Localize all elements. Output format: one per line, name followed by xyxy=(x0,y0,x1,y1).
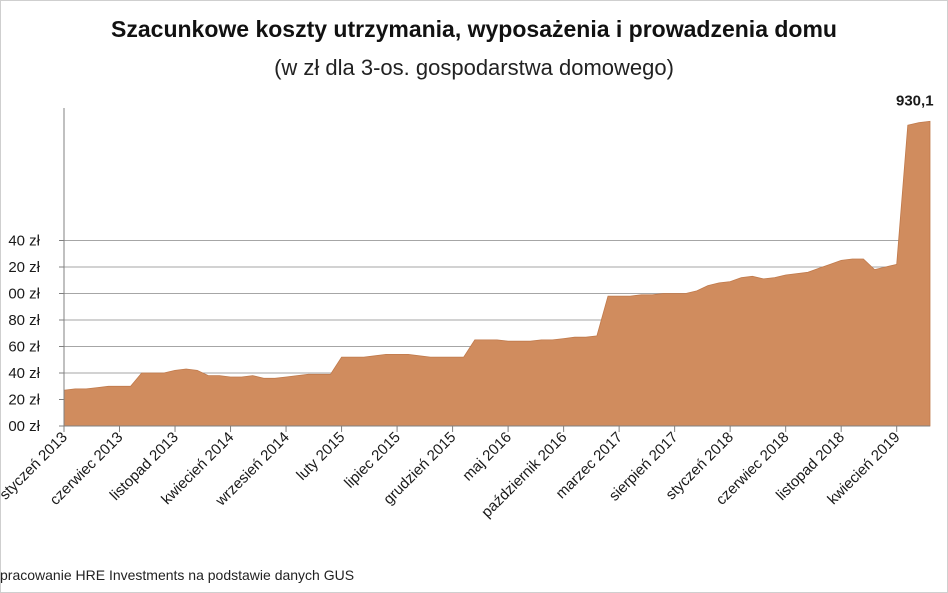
y-tick-label-3: 60 zł xyxy=(8,339,40,356)
y-tick-label-1: 20 zł xyxy=(8,392,40,409)
last-value-label: 930,1 xyxy=(896,92,934,109)
y-tick-label-6: 20 zł xyxy=(8,259,40,276)
y-tick-labels: 00 zł 20 zł 40 zł 60 zł 80 zł 00 zł 20 zł 40 zł xyxy=(8,233,40,436)
chart-subtitle: (w zł dla 3-os. gospodarstwa domowego) xyxy=(274,55,674,80)
y-tick-label-5: 00 zł xyxy=(8,286,40,303)
y-tick-label-0: 00 zł xyxy=(8,418,40,435)
y-tick-label-7: 40 zł xyxy=(8,233,40,250)
source-note: pracowanie HRE Investments na podstawie … xyxy=(0,567,355,583)
series-area xyxy=(63,120,931,427)
x-tick-label-5: luty 2015 xyxy=(293,429,348,484)
y-tick-label-2: 40 zł xyxy=(8,365,40,382)
axes xyxy=(59,108,930,432)
y-tick-label-4: 80 zł xyxy=(8,312,40,329)
chart-title: Szacunkowe koszty utrzymania, wyposażeni… xyxy=(111,16,837,42)
x-tick-label-8: maj 2016 xyxy=(459,429,515,485)
